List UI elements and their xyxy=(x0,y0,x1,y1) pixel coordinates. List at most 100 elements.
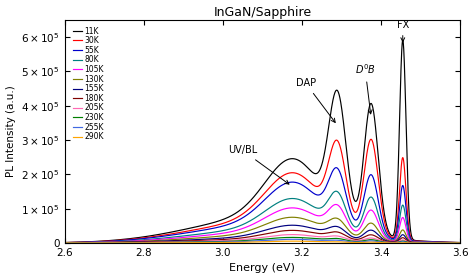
11K xyxy=(118,238,123,241)
55K xyxy=(118,239,123,242)
180K xyxy=(228,237,233,241)
155K xyxy=(469,241,474,245)
130K xyxy=(118,240,123,244)
30K xyxy=(228,219,233,222)
255K xyxy=(228,240,233,244)
180K xyxy=(209,238,214,242)
105K xyxy=(118,240,123,243)
Line: 255K: 255K xyxy=(45,239,474,243)
30K xyxy=(42,241,47,244)
290K xyxy=(290,239,295,243)
205K xyxy=(228,239,233,242)
105K xyxy=(422,240,428,244)
105K xyxy=(333,203,339,206)
80K xyxy=(118,240,123,243)
Line: 105K: 105K xyxy=(45,205,474,243)
255K xyxy=(290,238,295,241)
290K xyxy=(228,241,233,244)
130K xyxy=(290,216,295,219)
205K xyxy=(469,241,474,245)
Title: InGaN/Sapphire: InGaN/Sapphire xyxy=(213,6,311,19)
Line: 155K: 155K xyxy=(45,225,474,243)
155K xyxy=(228,236,233,239)
Text: FX: FX xyxy=(397,20,409,42)
130K xyxy=(42,241,47,245)
Line: 205K: 205K xyxy=(45,235,474,243)
Text: UV/BL: UV/BL xyxy=(228,145,289,184)
290K xyxy=(91,241,97,245)
290K xyxy=(42,241,47,245)
155K xyxy=(290,223,295,227)
11K xyxy=(42,241,47,244)
80K xyxy=(91,240,97,244)
255K xyxy=(422,241,428,245)
105K xyxy=(42,241,47,245)
80K xyxy=(209,231,214,234)
230K xyxy=(209,240,214,243)
80K xyxy=(469,241,474,244)
Line: 180K: 180K xyxy=(45,230,474,243)
11K xyxy=(228,215,233,218)
180K xyxy=(91,241,97,244)
30K xyxy=(118,239,123,242)
205K xyxy=(290,233,295,236)
230K xyxy=(469,241,474,245)
Text: $D^0B$: $D^0B$ xyxy=(355,62,376,114)
Line: 130K: 130K xyxy=(45,217,474,243)
30K xyxy=(422,240,428,243)
255K xyxy=(209,240,214,244)
105K xyxy=(91,241,97,244)
255K xyxy=(469,241,474,245)
11K xyxy=(209,222,214,225)
Text: DAP: DAP xyxy=(296,78,335,122)
180K xyxy=(422,241,428,244)
130K xyxy=(228,233,233,237)
30K xyxy=(469,241,474,244)
55K xyxy=(422,240,428,243)
230K xyxy=(91,241,97,245)
105K xyxy=(228,230,233,234)
Line: 80K: 80K xyxy=(45,191,474,243)
155K xyxy=(42,241,47,245)
255K xyxy=(42,241,47,245)
11K xyxy=(469,241,474,244)
155K xyxy=(422,241,428,244)
205K xyxy=(42,241,47,245)
80K xyxy=(228,227,233,230)
130K xyxy=(91,241,97,244)
205K xyxy=(118,241,123,244)
55K xyxy=(469,241,474,244)
180K xyxy=(469,241,474,245)
11K xyxy=(91,240,97,243)
255K xyxy=(91,241,97,245)
155K xyxy=(118,241,123,244)
30K xyxy=(368,138,374,141)
Line: 30K: 30K xyxy=(45,139,474,243)
290K xyxy=(209,241,214,244)
205K xyxy=(422,241,428,244)
290K xyxy=(469,241,474,245)
11K xyxy=(422,239,428,243)
Y-axis label: PL Intensity (a.u.): PL Intensity (a.u.) xyxy=(6,85,16,177)
230K xyxy=(228,240,233,243)
155K xyxy=(91,241,97,244)
X-axis label: Energy (eV): Energy (eV) xyxy=(229,263,295,273)
55K xyxy=(333,166,339,169)
290K xyxy=(118,241,123,245)
55K xyxy=(91,240,97,244)
30K xyxy=(91,240,97,243)
80K xyxy=(422,240,428,244)
230K xyxy=(42,241,47,245)
11K xyxy=(400,39,406,42)
230K xyxy=(118,241,123,244)
80K xyxy=(42,241,47,245)
55K xyxy=(228,222,233,225)
205K xyxy=(91,241,97,245)
Line: 11K: 11K xyxy=(45,40,474,243)
130K xyxy=(209,235,214,239)
55K xyxy=(209,227,214,230)
Line: 230K: 230K xyxy=(45,237,474,243)
Line: 55K: 55K xyxy=(45,168,474,243)
230K xyxy=(422,241,428,245)
80K xyxy=(333,189,339,193)
